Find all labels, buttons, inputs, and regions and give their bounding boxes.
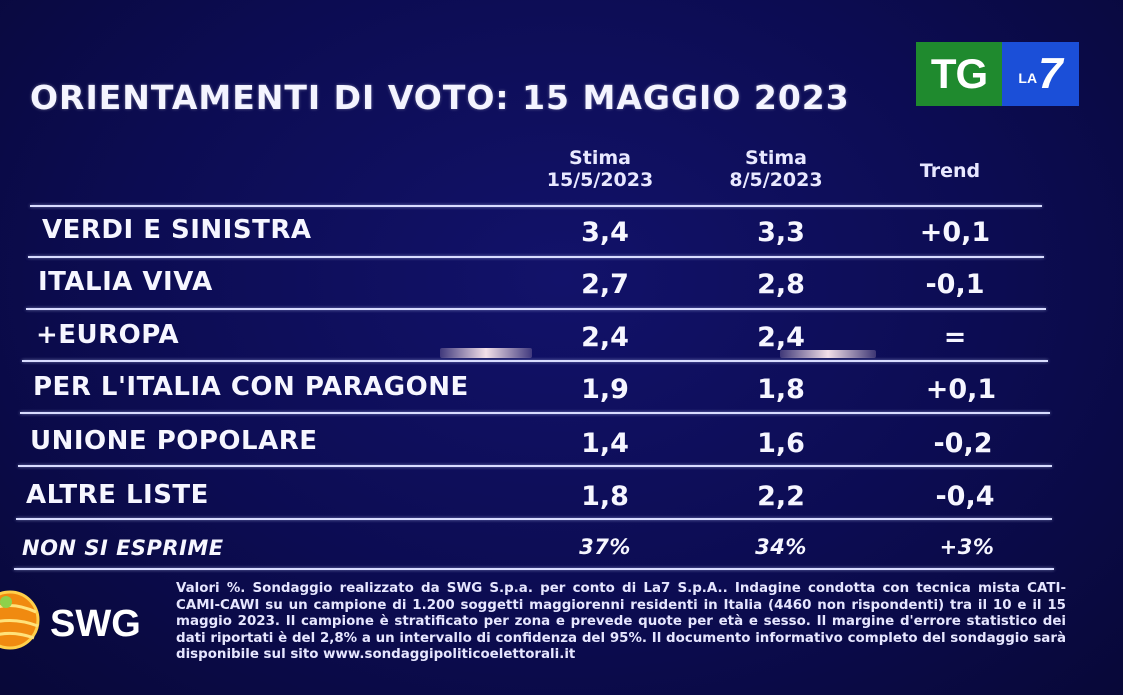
header-stima-15: Stima 15/5/2023	[520, 147, 680, 191]
la7-logo-seven: 7	[1038, 49, 1063, 98]
stima-8-value: 2,4	[757, 322, 805, 353]
trend-value: -0,4	[935, 481, 995, 512]
trend-value: +3%	[939, 535, 995, 559]
swg-brand: SWG	[50, 603, 141, 645]
header-stima-15-line2: 15/5/2023	[546, 169, 654, 191]
stima-15-value: 2,4	[581, 322, 629, 353]
header-stima-8-line1: Stima	[745, 147, 807, 169]
tg-la7-logo: TG LA 7	[916, 42, 1079, 106]
methodology-note: Valori %. Sondaggio realizzato da SWG S.…	[176, 581, 1066, 663]
stima-8-value: 2,8	[757, 269, 805, 300]
trend-value: -0,1	[925, 269, 985, 300]
swg-globe-icon	[0, 590, 40, 650]
stima-8-value: 2,2	[757, 481, 805, 512]
stima-15-value: 1,8	[581, 481, 629, 512]
trend-value: -0,2	[933, 428, 993, 459]
stima-15-value: 37%	[579, 535, 631, 559]
party-label: PER L'ITALIA CON PARAGONE	[33, 372, 469, 402]
party-label: ITALIA VIVA	[38, 267, 213, 297]
stima-8-value: 34%	[755, 535, 807, 559]
non-si-esprime-label: NON SI ESPRIME	[22, 536, 224, 560]
trend-value: =	[943, 322, 967, 353]
header-stima-15-line1: Stima	[569, 147, 631, 169]
tg-logo-mark: TG	[916, 42, 1002, 106]
table-rule	[20, 412, 1050, 414]
table-rule	[16, 518, 1052, 520]
table-rule	[18, 465, 1052, 467]
party-label: VERDI E SINISTRA	[42, 215, 312, 245]
stima-15-value: 2,7	[581, 269, 629, 300]
screen-glare	[780, 350, 876, 358]
table-rule	[30, 205, 1042, 207]
la7-logo-la: LA	[1018, 70, 1038, 86]
table-rule	[22, 360, 1048, 362]
stima-8-value: 1,6	[757, 428, 805, 459]
table-rule	[28, 256, 1044, 258]
header-stima-8: Stima 8/5/2023	[696, 147, 856, 191]
party-label: UNIONE POPOLARE	[30, 426, 318, 456]
header-trend: Trend	[919, 160, 981, 182]
header-stima-8-line2: 8/5/2023	[729, 169, 823, 191]
party-label: ALTRE LISTE	[26, 480, 209, 510]
trend-value: +0,1	[925, 374, 997, 405]
party-label: +EUROPA	[36, 320, 180, 350]
table-rule	[14, 568, 1054, 570]
stima-8-value: 1,8	[757, 374, 805, 405]
stima-15-value: 1,4	[581, 428, 629, 459]
stima-8-value: 3,3	[757, 217, 805, 248]
stima-15-value: 1,9	[581, 374, 629, 405]
page-title: ORIENTAMENTI DI VOTO: 15 MAGGIO 2023	[30, 78, 850, 117]
la7-logo-mark: LA 7	[1002, 42, 1079, 106]
stima-15-value: 3,4	[581, 217, 629, 248]
table-rule	[26, 308, 1046, 310]
trend-value: +0,1	[919, 217, 991, 248]
screen-glare	[440, 348, 532, 358]
